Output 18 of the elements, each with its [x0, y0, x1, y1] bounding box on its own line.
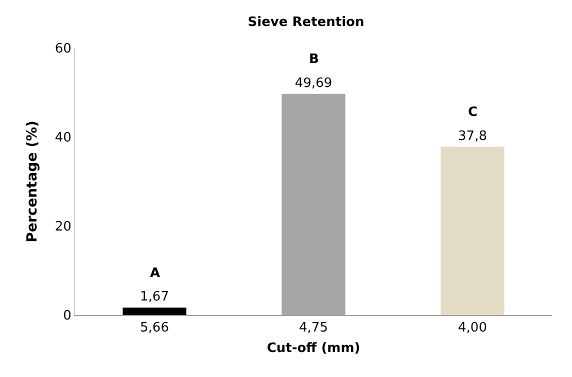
y-tick-label: 60: [54, 42, 72, 57]
y-tick-label: 0: [63, 308, 72, 324]
data-label: 49,69: [294, 76, 332, 91]
annotation: C: [468, 105, 478, 120]
x-tick-label: 4,75: [299, 320, 328, 336]
y-axis-title: Percentage (%): [24, 120, 40, 242]
y-tick-label: 40: [54, 130, 72, 146]
x-tick-label: 4,00: [458, 320, 487, 336]
bar: [122, 308, 186, 315]
x-tick-label: 5,66: [140, 320, 169, 336]
x-axis-title: Cut-off (mm): [266, 341, 360, 356]
bar: [440, 146, 504, 315]
annotation: B: [309, 52, 319, 67]
y-tick-label: 20: [54, 220, 72, 235]
data-label: 1,67: [140, 290, 169, 305]
data-label: 37,8: [458, 128, 487, 144]
annotation: A: [150, 266, 160, 281]
chart-title: Sieve Retention: [248, 15, 364, 30]
